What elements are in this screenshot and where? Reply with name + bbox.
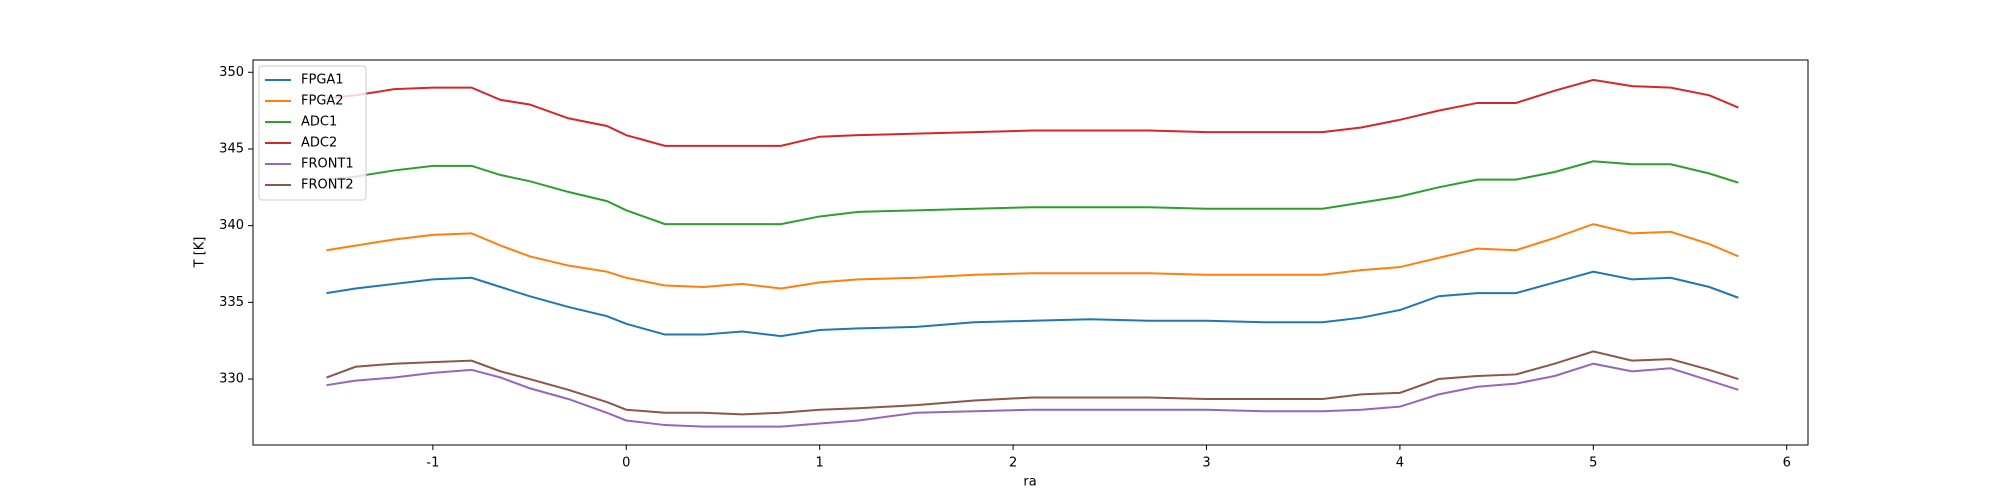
x-tick-label: 2 [1009,456,1017,471]
y-tick-label: 340 [219,218,244,233]
x-tick-label: 4 [1396,456,1404,471]
legend-label: FPGA1 [301,73,344,88]
x-tick-label: 0 [622,456,630,471]
legend-label: ADC1 [301,115,337,130]
legend-box [258,65,367,201]
series-line [326,160,1739,226]
series-line [326,78,1739,147]
series-line [326,270,1739,338]
legend-label: FRONT1 [301,157,354,172]
x-axis-label: ra [1023,475,1036,490]
x-tick-label: 5 [1589,456,1597,471]
legend-label: FPGA2 [301,94,344,109]
plot-frame [252,59,1809,446]
series-line [326,223,1739,290]
y-axis-label: T [K] [193,237,208,269]
y-tick-label: 350 [219,65,244,80]
series-line [326,350,1739,416]
series-line [326,362,1739,428]
legend-label: FRONT2 [301,178,354,193]
x-tick-label: 6 [1783,456,1791,471]
x-tick-label: -1 [426,456,439,471]
legend-label: ADC2 [301,136,337,151]
y-tick-label: 335 [219,295,244,310]
y-tick-label: 330 [219,372,244,387]
x-tick-label: 3 [1202,456,1210,471]
x-tick-label: 1 [816,456,824,471]
y-tick-label: 345 [219,141,244,156]
